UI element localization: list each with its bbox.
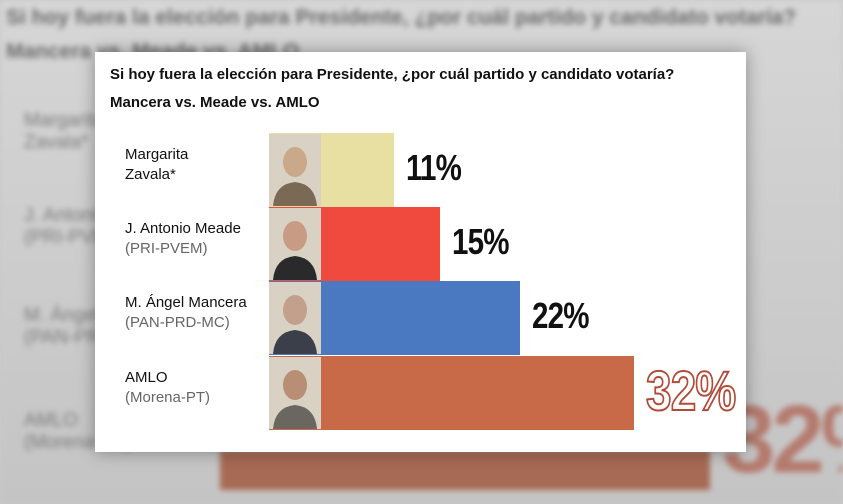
value-label: 11%: [406, 147, 462, 188]
chart-subtitle: Mancera vs. Meade vs. AMLO: [110, 94, 320, 111]
candidate-photo: [269, 282, 321, 354]
bar: [269, 356, 634, 430]
party-label: (PAN-PRD-MC): [125, 314, 230, 331]
chart-card: Si hoy fuera la elección para Presidente…: [95, 52, 746, 452]
chart-title: Si hoy fuera la elección para Presidente…: [110, 66, 675, 83]
background-title: Si hoy fuera la elección para Presidente…: [6, 6, 797, 29]
candidate-photo: [269, 134, 321, 206]
candidate-name: AMLO: [125, 369, 168, 386]
value-label: 32%: [645, 358, 737, 423]
candidate-photo: [269, 208, 321, 280]
category-label: M. Ángel Mancera (PAN-PRD-MC): [125, 293, 247, 333]
party-label: (Morena-PT): [125, 389, 211, 406]
background-label: Margarita: [24, 110, 105, 131]
background-label: AMLO: [24, 410, 78, 431]
background-bar: [220, 450, 710, 490]
party-label: (PRI-PVEM): [125, 240, 208, 257]
background-label: J. Antonio: [24, 205, 108, 226]
candidate-name: J. Antonio Meade: [125, 220, 241, 237]
category-label: Margarita Zavala*: [125, 145, 188, 185]
background-label: Zavala*: [24, 132, 89, 153]
candidate-photo: [269, 357, 321, 429]
candidate-name: Margarita: [125, 146, 189, 163]
candidate-name: M. Ángel Mancera: [125, 294, 247, 311]
value-label: 15%: [452, 221, 509, 262]
background-label: M. Ángel: [24, 305, 99, 326]
value-label: 22%: [532, 295, 589, 336]
candidate-name: Zavala*: [125, 166, 176, 183]
category-label: AMLO (Morena-PT): [125, 368, 210, 408]
category-label: J. Antonio Meade (PRI-PVEM): [125, 219, 241, 259]
